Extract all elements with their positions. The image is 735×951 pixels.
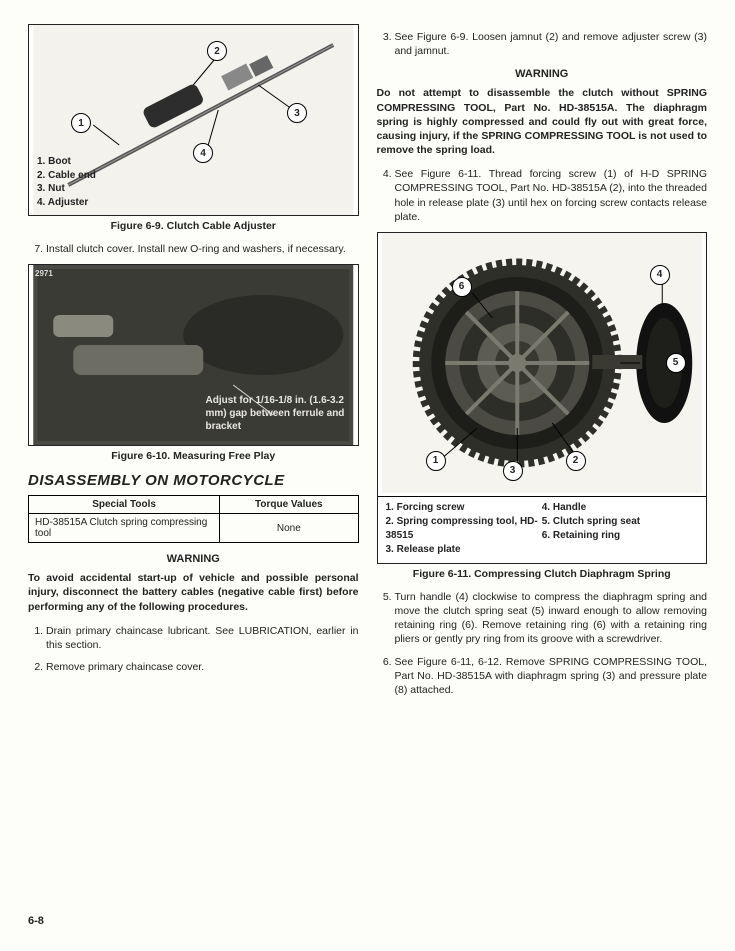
td-tool: HD-38515A Clutch spring compressing tool [29, 514, 220, 543]
warning-head-right: WARNING [377, 68, 708, 80]
step-list-5-6: Turn handle (4) clockwise to compress th… [377, 590, 708, 697]
legend-item: 4. Adjuster [37, 196, 96, 210]
fig610-code: 2971 [35, 269, 53, 279]
fig610-caption: Figure 6-10. Measuring Free Play [28, 450, 359, 462]
th-special-tools: Special Tools [29, 496, 220, 514]
legend-item: 2. Spring compressing tool, HD-38515 [386, 515, 542, 543]
callout-5b: 5 [666, 353, 686, 373]
legend-item: 1. Boot [37, 155, 96, 169]
warning-body-right: Do not attempt to disassemble the clutch… [377, 86, 708, 157]
callout-1: 1 [71, 113, 91, 133]
th-torque: Torque Values [220, 496, 358, 514]
callout-4b: 4 [650, 265, 670, 285]
legend-item: 1. Forcing screw [386, 501, 542, 515]
fig69-caption: Figure 6-9. Clutch Cable Adjuster [28, 220, 359, 232]
warning-head-left: WARNING [28, 553, 359, 565]
legend-item: 3. Release plate [386, 543, 542, 557]
legend-item: 4. Handle [542, 501, 698, 515]
fig610-overlay: Adjust for 1/16-1/8 in. (1.6-3.2 mm) gap… [206, 394, 346, 433]
fig611-caption: Figure 6-11. Compressing Clutch Diaphrag… [377, 568, 708, 580]
legend-item: 6. Retaining ring [542, 529, 698, 543]
figure-6-11: 1 2 3 4 5 6 1. Forcing screw 2. Spring c… [377, 232, 708, 564]
warning-body-left: To avoid accidental start-up of vehicle … [28, 571, 359, 614]
fig69-legend: 1. Boot 2. Cable end 3. Nut 4. Adjuster [37, 155, 96, 209]
figure-6-10: 2971 Adjust for 1/16-1/8 in. (1.6-3.2 mm… [28, 264, 359, 446]
step-5: Turn handle (4) clockwise to compress th… [395, 590, 708, 647]
step-list-7: Install clutch cover. Install new O-ring… [28, 242, 359, 256]
step-list-1-2: Drain primary chaincase lubricant. See L… [28, 624, 359, 675]
step-4: See Figure 6-11. Thread forcing screw (1… [395, 167, 708, 224]
callout-4: 4 [193, 143, 213, 163]
tools-table: Special Tools Torque Values HD-38515A Cl… [28, 495, 359, 543]
step-6: See Figure 6-11, 6-12. Remove SPRING COM… [395, 655, 708, 698]
step-3: See Figure 6-9. Loosen jamnut (2) and re… [395, 30, 708, 58]
callout-3b: 3 [503, 461, 523, 481]
figure-6-9: 1 2 3 4 1. Boot 2. Cable end 3. Nut 4. A… [28, 24, 359, 216]
section-title: DISASSEMBLY ON MOTORCYCLE [28, 472, 359, 489]
step-list-3: See Figure 6-9. Loosen jamnut (2) and re… [377, 30, 708, 58]
callout-2b: 2 [566, 451, 586, 471]
legend-item: 3. Nut [37, 182, 96, 196]
page-number: 6-8 [28, 915, 44, 927]
callout-6b: 6 [452, 277, 472, 297]
callout-3: 3 [287, 103, 307, 123]
callout-2: 2 [207, 41, 227, 61]
legend-item: 2. Cable end [37, 169, 96, 183]
legend-item: 5. Clutch spring seat [542, 515, 698, 529]
step-2: Remove primary chaincase cover. [46, 660, 359, 674]
callout-1b: 1 [426, 451, 446, 471]
step-1: Drain primary chaincase lubricant. See L… [46, 624, 359, 652]
step-7: Install clutch cover. Install new O-ring… [46, 242, 359, 256]
td-torque: None [220, 514, 358, 543]
step-list-4: See Figure 6-11. Thread forcing screw (1… [377, 167, 708, 224]
fig611-legend: 1. Forcing screw 2. Spring compressing t… [378, 496, 707, 563]
